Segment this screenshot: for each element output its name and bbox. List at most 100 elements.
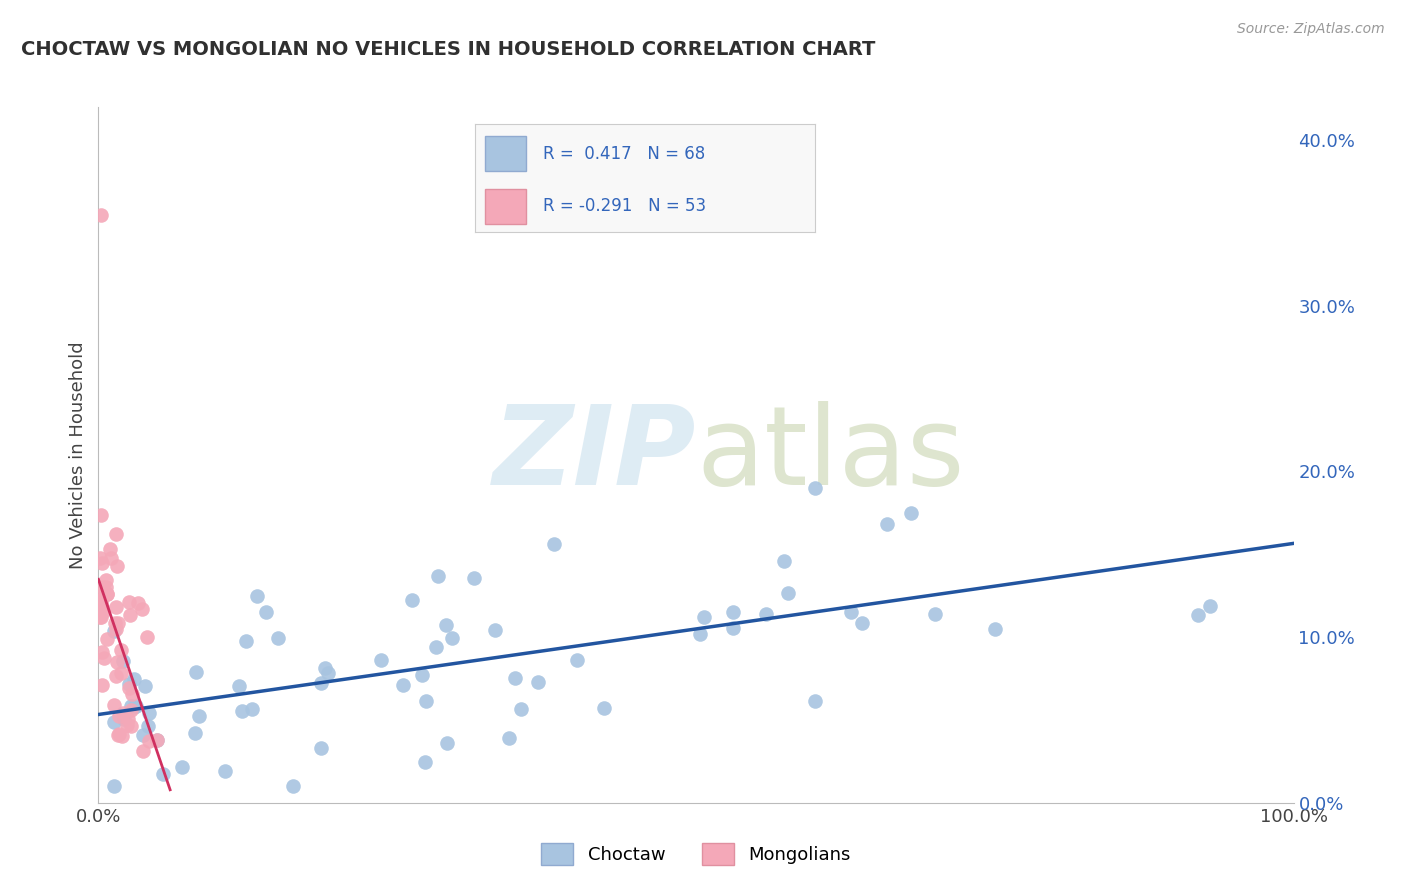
Point — [89, 583, 111, 598]
Point — [721, 621, 744, 635]
Point — [91, 645, 114, 659]
Point — [755, 607, 778, 622]
Point — [411, 668, 433, 682]
Point — [689, 627, 711, 641]
Point — [107, 616, 129, 631]
Point — [314, 660, 336, 674]
Point — [498, 731, 520, 746]
Point — [924, 607, 946, 621]
Point — [804, 694, 827, 708]
Point — [415, 694, 437, 708]
Point — [100, 550, 122, 565]
Point — [245, 589, 267, 603]
Point — [93, 650, 115, 665]
Point — [96, 632, 118, 646]
Point — [90, 556, 112, 570]
Point — [120, 703, 142, 717]
Point — [434, 617, 457, 632]
Point — [134, 679, 156, 693]
Point — [184, 725, 207, 739]
Point — [105, 599, 128, 614]
Point — [103, 714, 125, 729]
Point — [503, 671, 526, 685]
Point — [804, 481, 827, 495]
Point — [103, 698, 125, 713]
Point — [96, 587, 118, 601]
Point — [120, 698, 142, 713]
Point — [427, 569, 450, 583]
Point — [565, 653, 588, 667]
Y-axis label: No Vehicles in Household: No Vehicles in Household — [69, 341, 87, 569]
Point — [841, 605, 863, 619]
Point — [94, 580, 117, 594]
Text: Source: ZipAtlas.com: Source: ZipAtlas.com — [1237, 22, 1385, 37]
Point — [121, 687, 143, 701]
Point — [110, 643, 132, 657]
Point — [231, 704, 253, 718]
Point — [105, 669, 128, 683]
Point — [254, 605, 277, 619]
Point — [107, 728, 129, 742]
Point — [214, 764, 236, 778]
Point — [108, 709, 131, 723]
Point — [413, 755, 436, 769]
Point — [463, 571, 485, 585]
Point — [118, 607, 141, 622]
Point — [543, 537, 565, 551]
Point — [90, 508, 112, 522]
Point — [110, 666, 132, 681]
Point — [107, 558, 129, 573]
Point — [125, 699, 148, 714]
Point — [110, 729, 132, 743]
Point — [90, 610, 112, 624]
Point — [188, 708, 211, 723]
Point — [778, 586, 800, 600]
Point — [115, 718, 138, 732]
Point — [900, 506, 922, 520]
Point — [96, 586, 118, 600]
Point — [240, 702, 263, 716]
Point — [186, 665, 208, 680]
Point — [436, 735, 458, 749]
Point — [484, 624, 506, 638]
Point — [120, 719, 142, 733]
Point — [138, 734, 160, 748]
Point — [117, 712, 139, 726]
Point — [91, 581, 114, 595]
Point — [851, 615, 873, 630]
Point — [96, 573, 118, 587]
Point — [721, 605, 744, 619]
Text: CHOCTAW VS MONGOLIAN NO VEHICLES IN HOUSEHOLD CORRELATION CHART: CHOCTAW VS MONGOLIAN NO VEHICLES IN HOUS… — [21, 40, 876, 59]
Point — [136, 630, 159, 644]
Point — [1187, 607, 1209, 622]
Point — [526, 674, 548, 689]
Point — [984, 622, 1007, 636]
Point — [90, 208, 112, 222]
Point — [318, 665, 340, 680]
Point — [170, 760, 193, 774]
Point — [90, 678, 112, 692]
Point — [122, 672, 145, 686]
Point — [152, 766, 174, 780]
Point — [132, 727, 155, 741]
Point — [90, 599, 112, 614]
Point — [98, 542, 121, 557]
Point — [108, 727, 131, 741]
Point — [136, 719, 159, 733]
Point — [112, 712, 135, 726]
Text: ZIP: ZIP — [492, 401, 696, 508]
Point — [103, 624, 125, 639]
Point — [370, 653, 392, 667]
Point — [593, 701, 616, 715]
Point — [510, 702, 533, 716]
Point — [138, 706, 160, 720]
Point — [235, 634, 257, 648]
Point — [105, 655, 128, 669]
Point — [89, 551, 111, 566]
Point — [90, 597, 112, 611]
Point — [104, 527, 127, 541]
Point — [103, 779, 125, 793]
Point — [104, 616, 127, 631]
Point — [132, 743, 155, 757]
Point — [309, 741, 332, 756]
